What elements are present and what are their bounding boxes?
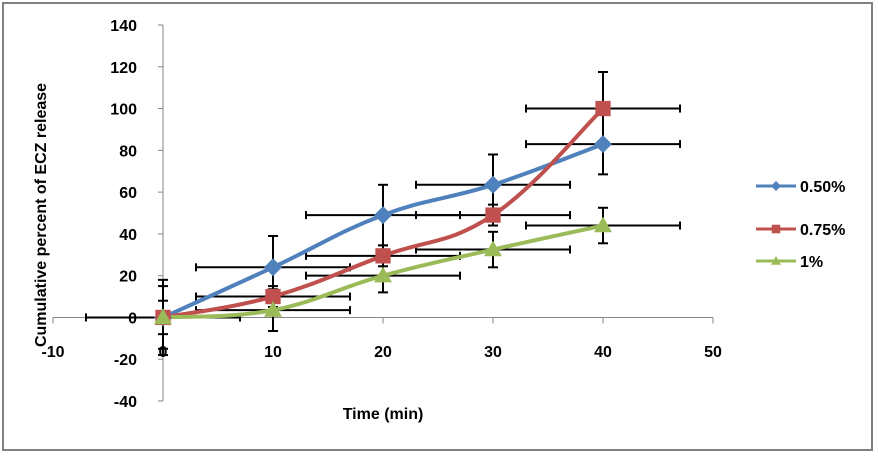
data-point-diamond bbox=[594, 135, 612, 154]
y-tick-label: 40 bbox=[119, 227, 137, 244]
x-tick-label: 40 bbox=[594, 344, 612, 361]
data-point-square bbox=[485, 207, 501, 223]
legend-item: 1% bbox=[756, 254, 823, 271]
legend-item: 0.75% bbox=[756, 222, 845, 239]
legend-label: 1% bbox=[800, 254, 823, 271]
chart-frame bbox=[2, 2, 873, 451]
data-point-diamond bbox=[264, 258, 282, 277]
tick-labels: -40 -20 0 20 40 60 80 100 120 140 -10 0 10 20 30 40 50 bbox=[41, 18, 722, 411]
y-tick-label: -40 bbox=[114, 394, 137, 411]
x-axis-title: Time (min) bbox=[343, 406, 424, 423]
y-tick-label: 80 bbox=[119, 143, 137, 160]
y-tick-label: 20 bbox=[119, 269, 137, 286]
series-markers bbox=[154, 100, 612, 327]
data-point-triangle bbox=[264, 301, 282, 317]
data-point-square bbox=[265, 288, 281, 305]
data-point-square bbox=[595, 100, 611, 117]
data-point-triangle bbox=[484, 240, 502, 257]
data-point-square bbox=[375, 248, 391, 264]
y-tick-label: 100 bbox=[110, 102, 137, 119]
y-tick-label: 120 bbox=[110, 60, 137, 77]
x-tick-label: 0 bbox=[159, 344, 168, 361]
x-tick-label: -10 bbox=[41, 344, 64, 361]
y-tick-label: -20 bbox=[114, 352, 137, 369]
data-point-diamond bbox=[484, 175, 502, 194]
x-tick-label: 10 bbox=[264, 344, 282, 361]
data-point-triangle bbox=[154, 308, 172, 325]
data-point-triangle bbox=[594, 216, 612, 233]
y-axis-title: Cumulative percent of ECZ release bbox=[33, 83, 50, 347]
data-point-diamond bbox=[374, 206, 392, 225]
legend-item: 0.50% bbox=[756, 179, 845, 196]
legend-marker-square bbox=[771, 224, 781, 234]
x-tick-label: 50 bbox=[704, 344, 722, 361]
y-tick-label: 60 bbox=[119, 185, 137, 202]
x-tick-label: 20 bbox=[374, 344, 392, 361]
x-tick-label: 30 bbox=[484, 344, 502, 361]
legend-label: 0.50% bbox=[800, 179, 845, 196]
legend-marker-triangle bbox=[771, 256, 781, 265]
y-tick-label: 0 bbox=[128, 310, 137, 327]
legend-marker-diamond bbox=[771, 181, 781, 191]
y-tick-label: 140 bbox=[110, 18, 137, 35]
legend-label: 0.75% bbox=[800, 222, 845, 239]
data-point-triangle bbox=[374, 266, 392, 283]
legend: 0.50% 0.75% 1% bbox=[756, 179, 845, 271]
